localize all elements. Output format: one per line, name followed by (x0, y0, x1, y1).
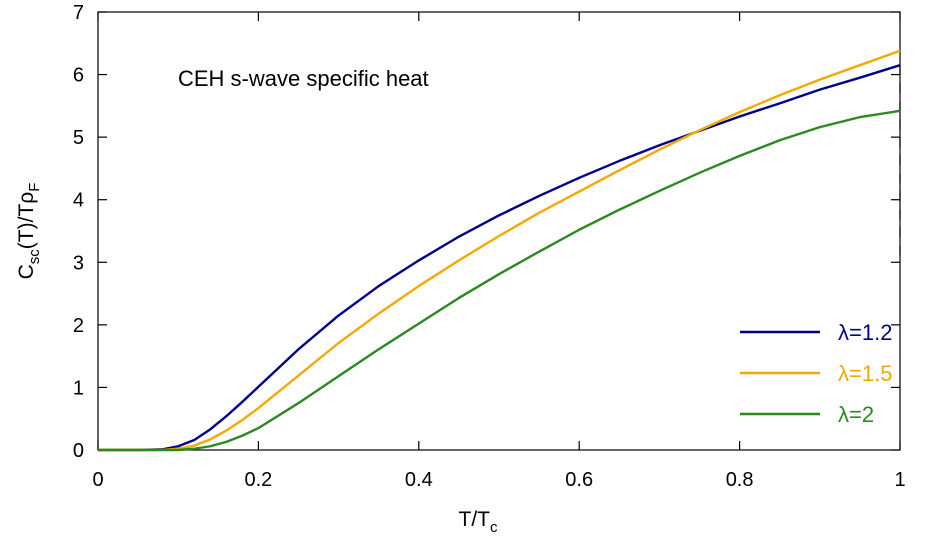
y-tick-label: 7 (73, 2, 84, 24)
y-tick-labels: 0 1 2 3 4 5 6 7 (73, 2, 84, 462)
y-axis-title-part2: (T)/Tρ (15, 192, 38, 249)
x-axis-title: T/Tc (459, 508, 499, 536)
x-tick-label: 1 (894, 469, 905, 491)
legend-label-2: λ=1.5 (838, 361, 892, 386)
x-tick-label: 0 (92, 469, 103, 491)
series-line-3 (98, 109, 901, 452)
series-line-2 (98, 49, 901, 452)
annotation-text: CEH s-wave specific heat (178, 66, 429, 91)
x-tick-labels: 0 0.2 0.4 0.6 0.8 1 (92, 469, 905, 491)
y-tick-label: 0 (73, 440, 84, 462)
legend-label-3: λ=2 (838, 402, 874, 427)
y-tick-label: 1 (73, 377, 84, 399)
y-axis-title-sub2: F (26, 183, 43, 192)
series-lines (98, 49, 901, 452)
series-line-1 (98, 64, 901, 452)
x-tick-label: 0.4 (405, 469, 433, 491)
x-tick-label: 0.2 (244, 469, 272, 491)
y-tick-label: 4 (73, 190, 84, 212)
y-tick-label: 5 (73, 127, 84, 149)
legend: λ=1.2 λ=1.5 λ=2 (740, 320, 892, 427)
y-tick-label: 3 (73, 252, 84, 274)
y-axis-title-part1: C (15, 264, 38, 279)
x-tick-label: 0.6 (565, 469, 593, 491)
y-axis-title: Csc(T)/TρF (15, 183, 43, 280)
y-tick-label: 2 (73, 315, 84, 337)
x-axis-title-main: T/T (459, 508, 491, 531)
legend-label-1: λ=1.2 (838, 320, 892, 345)
x-axis-title-sub: c (490, 519, 498, 536)
x-tick-label: 0.8 (726, 469, 754, 491)
y-axis-title-sub1: sc (26, 249, 43, 265)
y-tick-label: 6 (73, 65, 84, 87)
